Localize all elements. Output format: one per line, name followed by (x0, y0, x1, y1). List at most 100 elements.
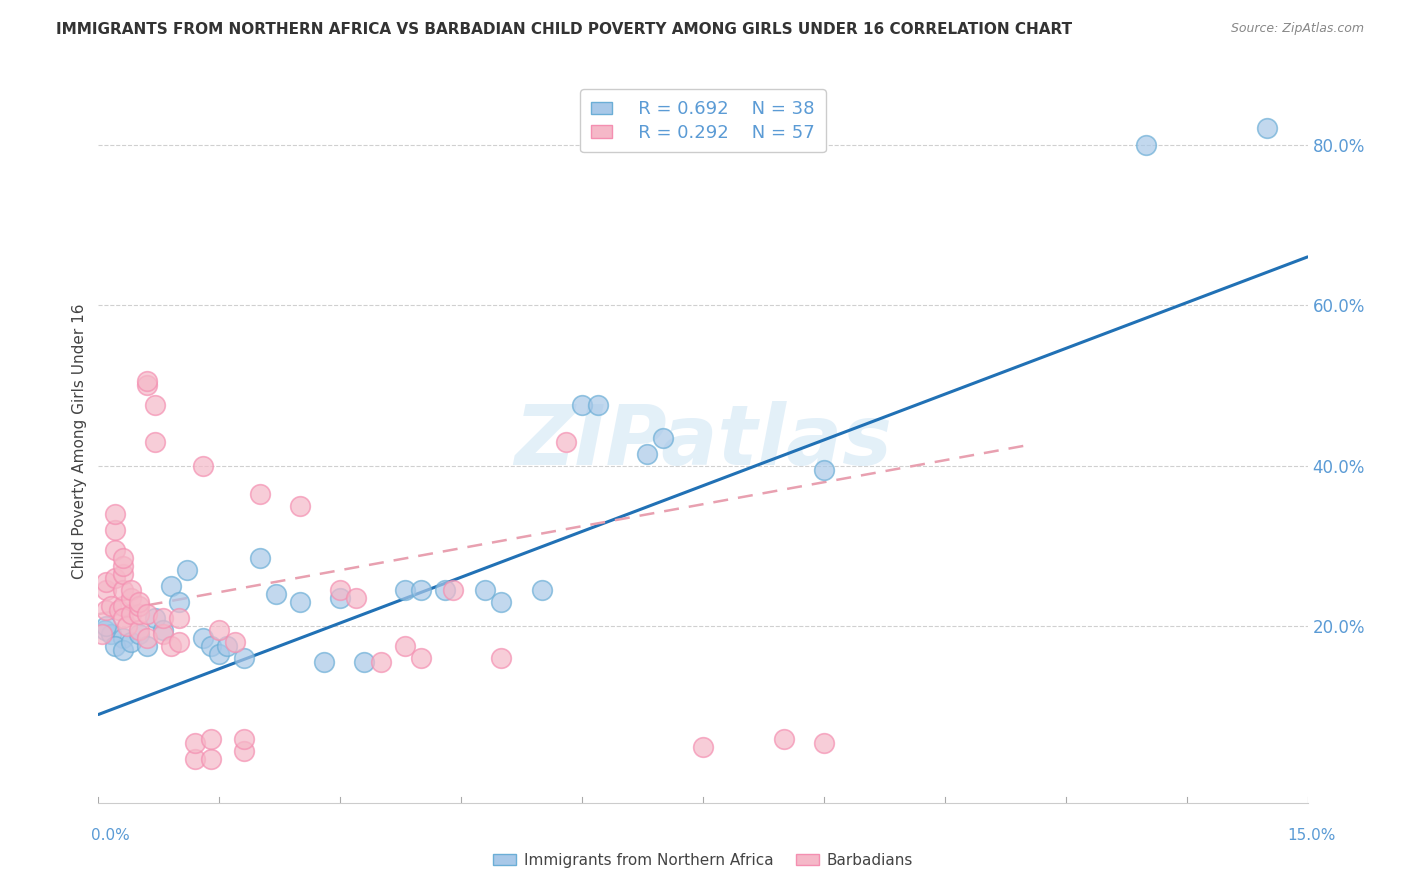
Y-axis label: Child Poverty Among Girls Under 16: Child Poverty Among Girls Under 16 (72, 304, 87, 579)
Point (103, 507, 125, 521)
Point (394, 583, 416, 598)
Point (491, 595, 513, 609)
Point (200, 731, 222, 746)
Point (111, 632, 134, 646)
Point (96, 603, 118, 617)
Point (135, 639, 157, 653)
Point (193, 458, 215, 473)
Point (491, 651, 513, 665)
Point (288, 595, 311, 609)
Point (135, 632, 157, 646)
Point (224, 635, 246, 649)
Point (167, 611, 190, 625)
Point (353, 655, 375, 669)
Point (152, 611, 174, 625)
Point (135, 607, 157, 621)
Point (314, 655, 336, 669)
Point (329, 583, 352, 598)
Text: Source: ZipAtlas.com: Source: ZipAtlas.com (1230, 22, 1364, 36)
Text: IMMIGRANTS FROM NORTHERN AFRICA VS BARBADIAN CHILD POVERTY AMONG GIRLS UNDER 16 : IMMIGRANTS FROM NORTHERN AFRICA VS BARBA… (56, 22, 1073, 37)
Point (1256, 121, 1278, 136)
Point (264, 587, 287, 601)
Point (160, 579, 183, 593)
Point (530, 583, 553, 598)
Point (167, 635, 190, 649)
Point (434, 583, 457, 598)
Point (111, 551, 134, 566)
Legend: Immigrants from Northern Africa, Barbadians: Immigrants from Northern Africa, Barbadi… (485, 845, 921, 875)
Point (571, 398, 593, 412)
Text: ZIPatlas: ZIPatlas (515, 401, 891, 482)
Point (232, 651, 254, 665)
Point (651, 430, 673, 444)
Point (344, 591, 367, 606)
Point (167, 595, 190, 609)
Point (128, 599, 150, 614)
Point (208, 648, 231, 662)
Point (107, 603, 129, 617)
Point (636, 446, 658, 460)
Point (249, 487, 271, 501)
Point (586, 398, 609, 412)
Point (111, 599, 134, 614)
Point (200, 639, 222, 653)
Point (111, 567, 134, 582)
Point (184, 735, 207, 749)
Point (128, 627, 150, 641)
Point (120, 583, 142, 598)
Point (692, 739, 714, 754)
Point (772, 731, 794, 746)
Point (152, 623, 174, 637)
Point (94, 623, 117, 637)
Point (128, 607, 150, 621)
Point (120, 607, 142, 621)
Point (115, 619, 138, 633)
Point (160, 639, 183, 653)
Point (208, 623, 231, 637)
Point (96, 619, 118, 633)
Point (217, 639, 239, 653)
Point (288, 499, 311, 513)
Point (152, 627, 174, 641)
Point (329, 591, 352, 606)
Point (249, 551, 271, 566)
Point (409, 651, 432, 665)
Point (143, 434, 166, 449)
Point (193, 632, 215, 646)
Point (176, 563, 198, 577)
Text: 0.0%: 0.0% (91, 828, 131, 843)
Point (91, 627, 114, 641)
Point (813, 462, 835, 476)
Point (143, 611, 166, 625)
Point (96, 574, 118, 589)
Point (135, 378, 157, 392)
Point (409, 583, 432, 598)
Point (232, 731, 254, 746)
Point (100, 627, 122, 641)
Point (128, 623, 150, 637)
Point (200, 751, 222, 765)
Point (184, 751, 207, 765)
Point (135, 374, 157, 388)
Point (555, 434, 578, 449)
Point (111, 583, 134, 598)
Point (103, 523, 125, 537)
Point (111, 558, 134, 573)
Point (100, 599, 122, 614)
Point (441, 583, 464, 598)
Point (111, 611, 134, 625)
Point (120, 635, 142, 649)
Point (111, 643, 134, 657)
Legend:    R = 0.692    N = 38,    R = 0.292    N = 57: R = 0.692 N = 38, R = 0.292 N = 57 (579, 89, 827, 153)
Point (120, 591, 142, 606)
Point (232, 744, 254, 758)
Point (370, 655, 392, 669)
Point (394, 639, 416, 653)
Text: 15.0%: 15.0% (1288, 828, 1336, 843)
Point (128, 595, 150, 609)
Point (103, 639, 125, 653)
Point (143, 398, 166, 412)
Point (103, 542, 125, 557)
Point (96, 583, 118, 598)
Point (813, 735, 835, 749)
